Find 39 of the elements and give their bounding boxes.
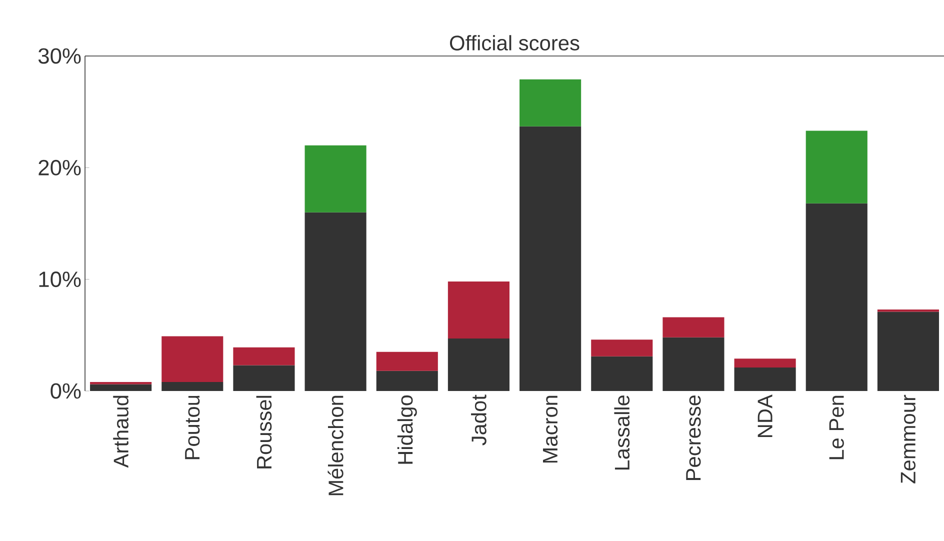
bar xyxy=(233,365,295,391)
chart-title: Official scores xyxy=(450,35,580,50)
x-tick-label: Le Pen xyxy=(829,396,844,460)
x-tick-label: Hidalgo xyxy=(397,395,417,464)
bar xyxy=(448,282,510,338)
bar xyxy=(304,145,366,212)
x-tick-label: Poutou xyxy=(185,396,200,460)
x-tick-label: Jadot xyxy=(471,394,486,446)
x-tick-label: Mélenchon xyxy=(328,396,344,496)
x-tick-label: Zemmour xyxy=(900,394,916,484)
x-tick-label: NDA xyxy=(758,394,772,437)
bar xyxy=(376,352,438,371)
bar xyxy=(520,79,582,126)
bar xyxy=(591,340,653,356)
y-tick-label: 20% xyxy=(38,160,81,176)
bar xyxy=(662,337,724,391)
bar xyxy=(304,212,366,391)
bar xyxy=(662,317,724,338)
y-tick-label: 10% xyxy=(39,272,81,288)
bar xyxy=(233,347,295,366)
bar xyxy=(806,203,868,391)
bar xyxy=(448,338,510,391)
x-tick-label: Lassalle xyxy=(614,395,630,470)
y-tick-label: 0% xyxy=(50,383,81,399)
bar xyxy=(734,358,796,368)
bar xyxy=(734,368,796,391)
bar xyxy=(877,312,939,391)
x-tick-label: Macron xyxy=(543,396,558,463)
bar xyxy=(520,126,582,391)
bar xyxy=(162,382,224,391)
bar xyxy=(806,130,868,204)
x-tick-label: Pecresse xyxy=(686,395,701,480)
bar xyxy=(162,336,224,382)
bar xyxy=(376,370,438,391)
bar xyxy=(591,356,653,391)
bar xyxy=(877,309,939,312)
x-tick-label: Arthaud xyxy=(113,396,128,468)
x-tick-label: Roussel xyxy=(256,396,272,468)
y-tick-label: 30% xyxy=(38,48,81,64)
